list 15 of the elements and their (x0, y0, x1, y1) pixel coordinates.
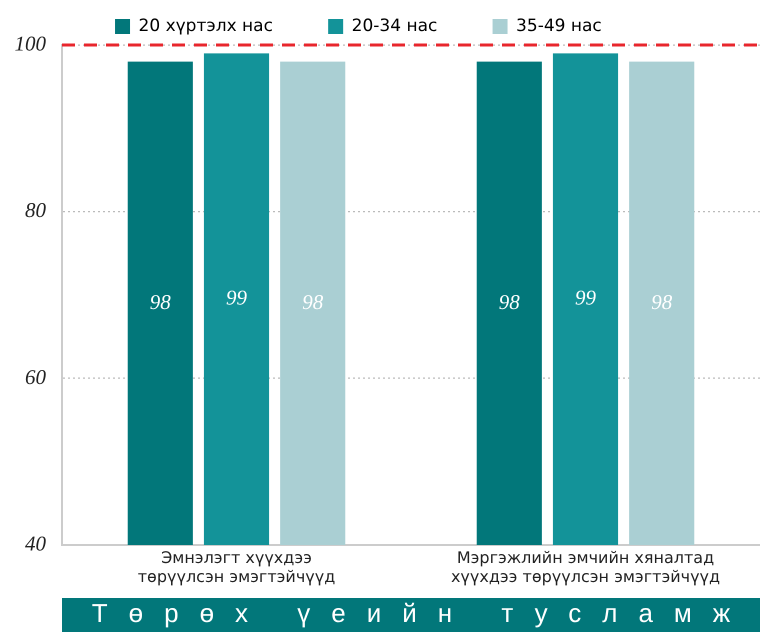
y-tick-label: 80 (25, 198, 46, 222)
y-tick-label: 60 (25, 364, 46, 389)
y-tick-label: 40 (25, 532, 46, 556)
x-tick-label: Мэргэжлийн эмчийн хяналтад хүүхдээ төрүүлсэн эмэгтэйчүүд (450, 548, 720, 586)
legend-label: 20-34 нас (352, 16, 481, 36)
data-label: 98 (150, 290, 172, 314)
data-label: 98 (302, 290, 324, 314)
data-label: 98 (498, 290, 520, 314)
data-label: 99 (226, 286, 248, 310)
data-label: 99 (575, 286, 596, 310)
legend-label: 20 хүртэлх нас (138, 16, 316, 36)
y-tick-label: 100 (14, 32, 46, 56)
data-label: 98 (651, 290, 673, 314)
legend-label: 35-49 нас (516, 16, 645, 36)
x-tick-label: Эмнэлэгт хүүхдээ төрүүлсэн эмэгтэйчүүд (138, 548, 336, 586)
